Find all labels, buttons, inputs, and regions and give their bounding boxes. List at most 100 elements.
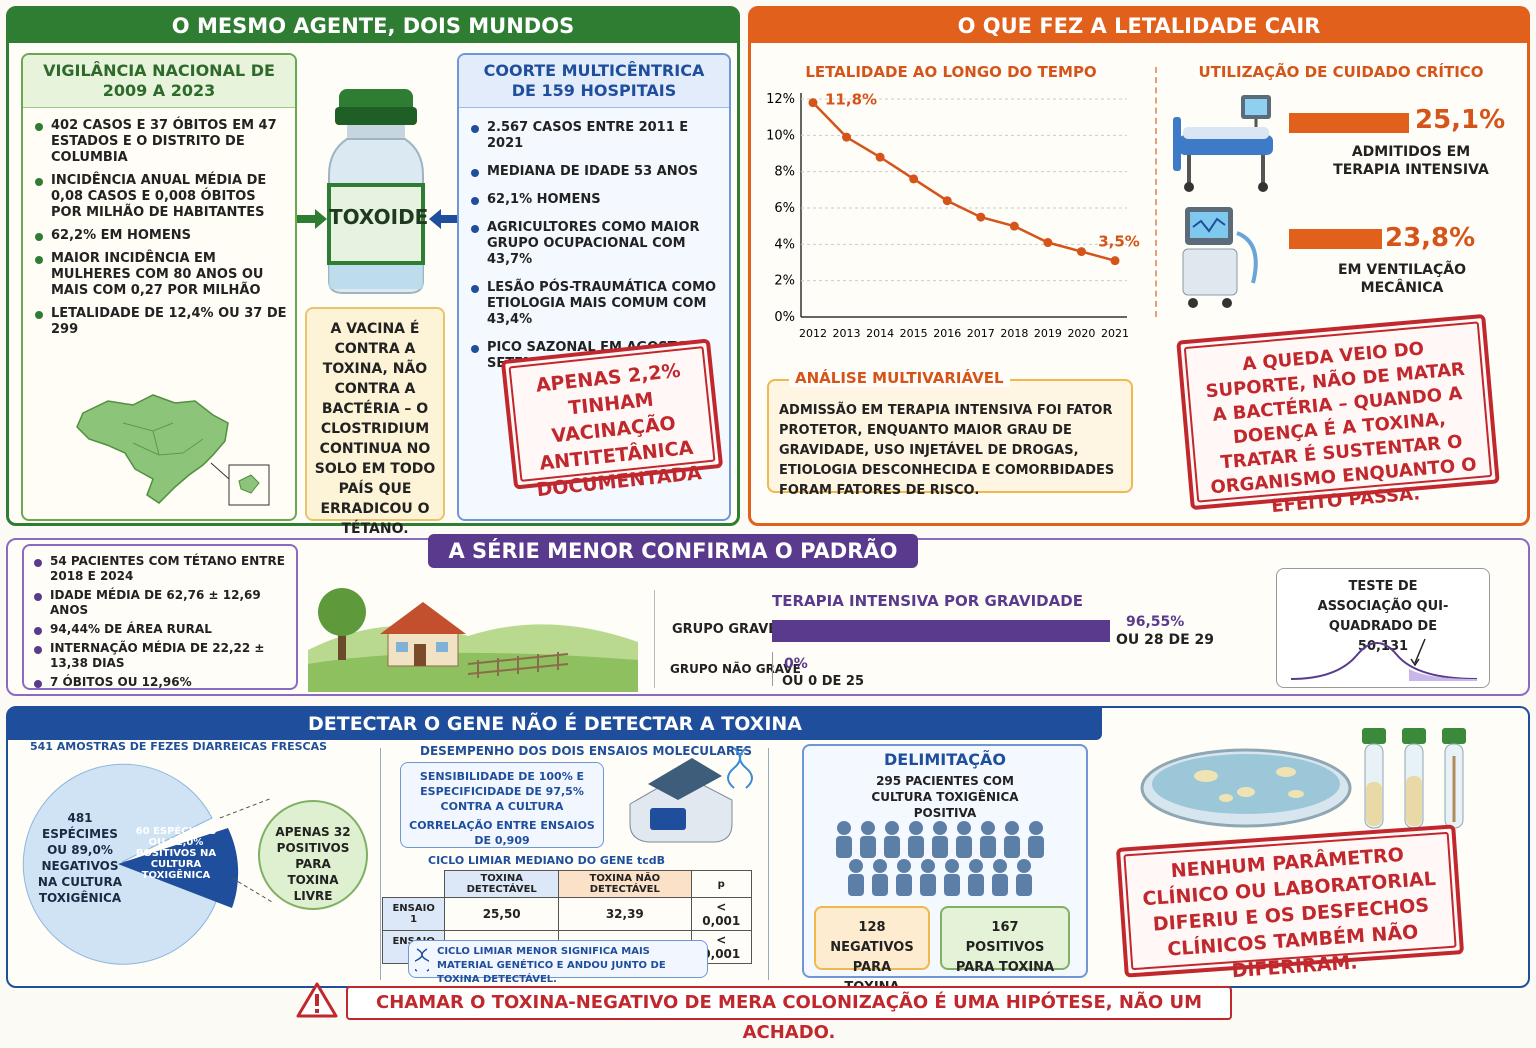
people-group-icon <box>836 821 1044 896</box>
list-item: 402 CASOS E 37 ÓBITOS EM 47 ESTADOS E O … <box>31 118 287 166</box>
pos-toxina-box: 167 POSITIVOS PARA TOXINA <box>940 906 1070 975</box>
farm-house-icon <box>308 588 638 692</box>
list-item: 94,44% DE ÁREA RURAL <box>30 622 290 637</box>
uti-bar-terapia <box>1289 113 1410 133</box>
data-point <box>1076 247 1086 257</box>
divider <box>654 590 655 688</box>
ciclo-title: CICLO LIMIAR MEDIANO DO GENE tcdB <box>428 854 666 867</box>
y-tick-label: 6% <box>774 201 795 216</box>
coorte-title: COORTE MULTICÊNTRICA DE 159 HOSPITAIS <box>459 55 729 108</box>
list-item: LETALIDADE DE 12,4% OU 37 DE 299 <box>31 306 287 338</box>
uti-value-terapia: 25,1% <box>1415 105 1506 135</box>
y-tick-label: 8% <box>774 165 795 180</box>
desempenho-title: DESEMPENHO DOS DOIS ENSAIOS MOLECULARES <box>420 744 753 758</box>
y-tick-label: 4% <box>774 237 795 252</box>
x-tick-label: 2013 <box>833 327 861 340</box>
apenas-circle <box>258 800 368 910</box>
arrow-right-icon <box>297 209 327 229</box>
annotation-end: 3,5% <box>1098 233 1140 251</box>
x-tick-label: 2016 <box>933 327 961 340</box>
delim-sub: 295 PACIENTES COM CULTURA TOXIGÊNICA POS… <box>871 774 1019 820</box>
uti-title: UTILIZAÇÃO DE CUIDADO CRÍTICO <box>1198 63 1484 81</box>
vacinacao-stamp: APENAS 2,2% TINHAM VACINAÇÃO ANTITETÂNIC… <box>500 338 724 501</box>
test-tubes-icon <box>1362 728 1466 829</box>
ciclo-note: CICLO LIMIAR MENOR SIGNIFICA MAIS MATERI… <box>408 940 708 985</box>
uti-bar-ventilacao <box>1289 229 1382 249</box>
list-item: MAIOR INCIDÊNCIA EM MULHERES COM 80 ANOS… <box>31 251 287 299</box>
pie-pos-label: 60 ESPÉCIMES OU 11,0% POSITIVOS NA CULTU… <box>135 826 217 881</box>
serie-list-box: 54 PACIENTES COM TÉTANO ENTRE 2018 E 202… <box>22 544 298 690</box>
naograve-sub: OU 0 DE 25 <box>782 674 864 689</box>
table-cell: ENSAIO 1 <box>381 897 446 931</box>
data-point <box>875 152 885 162</box>
analise-box: ANÁLISE MULTIVARIÁVEL ADMISSÃO EM TERAPI… <box>767 369 1133 498</box>
connector-lines <box>219 797 273 903</box>
data-point <box>808 98 818 108</box>
data-point <box>909 174 919 184</box>
y-tick-label: 10% <box>766 128 795 143</box>
uti-label-ventilacao: EM VENTILAÇÃO MECÂNICA <box>1337 262 1466 296</box>
pie-neg-label: 481 ESPÉCIMES OU 89,0% NEGATIVOS NA CULT… <box>37 811 123 905</box>
uti-value-ventilacao: 23,8% <box>1385 223 1476 253</box>
x-tick-label: 2014 <box>866 327 894 340</box>
vacina-note: A VACINA É CONTRA A TOXINA, NÃO CONTRA A… <box>305 307 445 537</box>
neg-toxina-text: 128 NEGATIVOS PARA TOXINA <box>830 920 914 995</box>
vial-label: TOXOIDE <box>329 205 429 229</box>
bar-chart-title: TERAPIA INTENSIVA POR GRAVIDADE <box>772 592 1083 610</box>
table-header <box>383 871 445 898</box>
vigilancia-box: VIGILÂNCIA NACIONAL DE 2009 A 2023 402 C… <box>21 53 297 521</box>
neg-toxina-box: 128 NEGATIVOS PARA TOXINA <box>814 906 930 995</box>
distribution-curve-icon <box>1290 638 1478 681</box>
data-point <box>942 196 952 206</box>
amostras-pie-chart <box>22 763 239 965</box>
x-tick-label: 2018 <box>1000 327 1028 340</box>
dna-icon <box>415 948 429 972</box>
data-point <box>1110 256 1120 266</box>
grave-sub: OU 28 DE 29 <box>1116 632 1215 648</box>
grave-bar <box>772 620 1110 642</box>
naograve-label: GRUPO NÃO GRAVE <box>670 662 801 676</box>
divider <box>1155 67 1157 317</box>
y-tick-label: 12% <box>766 92 795 107</box>
table-header: TOXINA NÃO DETECTÁVEL <box>558 870 692 898</box>
serie-panel: A SÉRIE MENOR CONFIRMA O PADRÃO 54 PACIE… <box>6 534 1530 696</box>
mundos-panel: O MESMO AGENTE, DOIS MUNDOS VIGILÂNCIA N… <box>6 6 740 537</box>
analise-text: ADMISSÃO EM TERAPIA INTENSIVA FOI FATOR … <box>779 403 1115 498</box>
list-item: AGRICULTORES COMO MAIOR GRUPO OCUPACIONA… <box>467 220 721 268</box>
mundos-title: O MESMO AGENTE, DOIS MUNDOS <box>9 9 737 43</box>
data-point <box>1009 221 1019 231</box>
teste-text: TESTE DE ASSOCIAÇÃO QUI-QUADRADO DE 50,1… <box>1317 579 1449 654</box>
vigilancia-title: VIGILÂNCIA NACIONAL DE 2009 A 2023 <box>23 55 295 108</box>
x-tick-label: 2020 <box>1067 327 1095 340</box>
naograve-value: 0% <box>784 656 808 672</box>
table-header: p <box>690 870 753 898</box>
x-tick-label: 2021 <box>1101 327 1129 340</box>
gene-panel: DETECTAR O GENE NÃO É DETECTAR A TOXINA … <box>6 706 1530 995</box>
table-cell: 25,50 <box>444 897 560 931</box>
list-item: LESÃO PÓS-TRAUMÁTICA COMO ETIOLOGIA MAIS… <box>467 280 721 328</box>
footer-banner: CHAMAR O TOXINA-NEGATIVO DE MERA COLONIZ… <box>346 986 1232 1043</box>
data-point <box>976 212 986 222</box>
delimitacao-box: DELIMITAÇÃO 295 PACIENTES COM CULTURA TO… <box>802 744 1088 995</box>
arrow-left-icon <box>429 209 459 229</box>
desfechos-stamp: NENHUM PARÂMETRO CLÍNICO OU LABORATORIAL… <box>1115 824 1465 982</box>
list-item: MEDIANA DE IDADE 53 ANOS <box>467 164 721 180</box>
list-item: INTERNAÇÃO MÉDIA DE 22,22 ± 13,38 DIAS <box>30 641 290 671</box>
suporte-stamp: A QUEDA VEIO DO SUPORTE, NÃO DE MATAR A … <box>1176 313 1500 517</box>
x-tick-label: 2015 <box>900 327 928 340</box>
grave-label: GRUPO GRAVE <box>672 622 778 637</box>
series-line <box>812 101 1116 262</box>
warning-icon <box>296 982 338 1018</box>
annotation-start: 11,8% <box>825 91 877 109</box>
table-cell: < 0,001 <box>690 897 753 931</box>
data-point <box>842 132 852 142</box>
analise-title: ANÁLISE MULTIVARIÁVEL <box>789 369 1010 387</box>
petri-dish-icon <box>1140 748 1352 828</box>
list-item: IDADE MÉDIA DE 62,76 ± 12,69 ANOS <box>30 588 290 618</box>
y-tick-label: 0% <box>774 310 795 325</box>
axis-line <box>772 652 773 686</box>
serie-title: A SÉRIE MENOR CONFIRMA O PADRÃO <box>428 534 918 568</box>
divider <box>768 748 769 980</box>
sens-text: SENSIBILIDADE DE 100% E ESPECIFICIDADE D… <box>419 770 585 813</box>
brazil-map-icon <box>76 394 270 506</box>
